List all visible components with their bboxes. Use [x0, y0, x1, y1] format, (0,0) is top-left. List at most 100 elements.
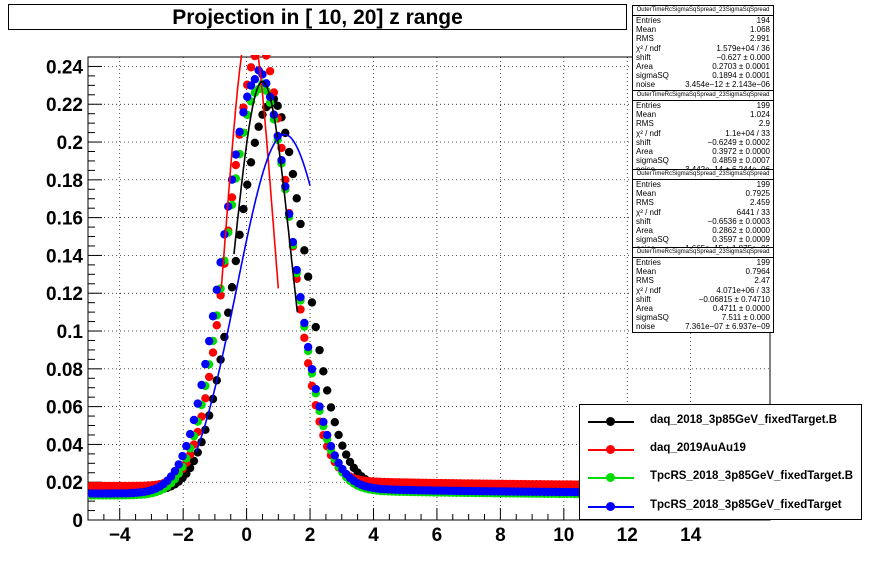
data-point — [231, 160, 241, 170]
stats-key: noise — [636, 80, 656, 90]
data-point — [288, 237, 298, 247]
stats-row: Entries 199 — [633, 180, 773, 189]
data-point — [227, 283, 237, 292]
stats-value: 0.3972 ± 0.0000 — [712, 147, 770, 157]
stats-key: sigmaSQ — [636, 235, 669, 245]
data-point — [300, 318, 309, 328]
stats-value: 6441 / 33 — [736, 207, 770, 217]
data-point — [201, 394, 210, 403]
stats-key: Mean — [636, 189, 657, 199]
legend-entry: daq_2019AuAu19 — [580, 439, 861, 459]
stats-box: OuterTimeRcSigmaSqSpread_23SigmaSqSpread… — [632, 247, 774, 333]
data-point — [262, 79, 271, 88]
data-point — [250, 138, 260, 148]
stats-key: RMS — [636, 34, 654, 44]
x-tick-label: 8 — [495, 525, 506, 546]
stats-value: 1.068 — [749, 25, 770, 35]
data-point — [319, 417, 328, 427]
stats-row: noise 7.361e−07 ± 6.937e−09 — [633, 322, 773, 331]
data-point — [319, 367, 328, 376]
stats-value: 2.991 — [749, 34, 770, 44]
stats-row: RMS 2.9 — [633, 119, 773, 128]
data-point — [193, 399, 202, 408]
stats-value: −0.6536 ± 0.0003 — [707, 216, 770, 226]
x-tick-label: 14 — [680, 525, 702, 546]
stats-value: 0.4859 ± 0.0007 — [712, 156, 770, 166]
stats-value: 0.3597 ± 0.0009 — [712, 235, 770, 245]
stats-key: RMS — [636, 198, 654, 208]
stats-value: 3.454e−12 ± 2.143e−06 — [685, 80, 770, 90]
data-point — [342, 450, 351, 459]
y-tick-label: 0.14 — [46, 246, 83, 267]
data-point — [292, 265, 301, 275]
data-point — [311, 322, 320, 332]
stats-value: 199 — [756, 101, 770, 110]
data-point — [315, 402, 324, 411]
fit-curve — [233, 80, 299, 313]
data-point — [334, 430, 343, 440]
stats-row: RMS 2.47 — [633, 276, 773, 285]
data-point — [250, 75, 260, 84]
data-point — [262, 55, 271, 60]
legend-entry: TpcRS_2018_3p85GeV_fixedTarget.B — [580, 467, 861, 487]
y-tick-label: 0.02 — [46, 473, 83, 494]
stats-box-title: OuterTimeRcSigmaSqSpread_23SigmaSqSpread — [633, 91, 773, 101]
data-point — [224, 308, 233, 317]
stats-row: Entries 199 — [633, 101, 773, 110]
stats-key: RMS — [636, 119, 654, 129]
data-point — [307, 364, 317, 374]
legend-marker — [606, 445, 615, 454]
stats-key: χ² / ndf — [636, 128, 661, 138]
data-point — [193, 448, 202, 457]
stats-key: noise — [636, 322, 656, 332]
stats-box-title: OuterTimeRcSigmaSqSpread_23SigmaSqSpread — [633, 6, 773, 16]
chart-title: Projection in [ 10, 20] z range — [8, 4, 627, 30]
stats-key: Entries — [636, 16, 661, 25]
data-point — [334, 458, 343, 468]
data-point — [212, 285, 221, 295]
legend-entry: TpcRS_2018_3p85GeV_fixedTarget — [580, 496, 861, 516]
y-tick-label: 0.06 — [46, 398, 83, 419]
y-tick-label: 0.1 — [57, 322, 84, 343]
y-tick-label: 0.12 — [46, 284, 83, 305]
x-tick-label: 4 — [368, 525, 379, 546]
data-point — [239, 204, 248, 214]
legend-marker — [606, 502, 615, 511]
stats-row: sigmaSQ 0.3597 ± 0.0009 — [633, 235, 773, 244]
stats-row: sigmaSQ 7.511 ± 0.000 — [633, 313, 773, 322]
stats-row: RMS 2.459 — [633, 198, 773, 207]
data-point — [311, 384, 320, 394]
data-point — [246, 158, 256, 167]
data-point — [243, 92, 252, 101]
stats-box-title: OuterTimeRcSigmaSqSpread_23SigmaSqSpread — [633, 170, 773, 180]
stats-value: 2.459 — [749, 198, 770, 208]
legend-marker — [606, 417, 615, 426]
stats-key: Area — [636, 304, 653, 314]
data-point — [326, 403, 336, 412]
y-tick-label: 0.2 — [57, 133, 83, 154]
stats-row: shift −0.06815 ± 0.74710 — [633, 295, 773, 304]
data-point — [338, 441, 347, 450]
data-point — [189, 456, 199, 466]
stats-row: shift −0.6536 ± 0.0003 — [633, 217, 773, 226]
stats-row: Area 0.2703 ± 0.0001 — [633, 62, 773, 71]
y-tick-label: 0.24 — [46, 57, 83, 78]
stats-value: 199 — [756, 258, 770, 267]
data-point — [296, 292, 305, 302]
data-point — [330, 451, 339, 460]
stats-key: χ² / ndf — [636, 43, 661, 53]
y-tick-label: 0.16 — [46, 209, 83, 230]
stats-row: Entries 199 — [633, 258, 773, 267]
data-point — [246, 63, 256, 72]
data-point — [258, 42, 266, 50]
data-point — [204, 336, 214, 346]
data-point — [212, 321, 221, 330]
y-tick-label: 0.08 — [46, 360, 83, 381]
data-point — [256, 55, 261, 56]
data-point — [322, 386, 332, 395]
data-point — [235, 230, 244, 239]
stats-row: RMS 2.991 — [633, 34, 773, 43]
stats-row: Area 0.3972 ± 0.0000 — [633, 147, 773, 156]
data-point — [246, 81, 256, 90]
data-point — [178, 451, 187, 461]
